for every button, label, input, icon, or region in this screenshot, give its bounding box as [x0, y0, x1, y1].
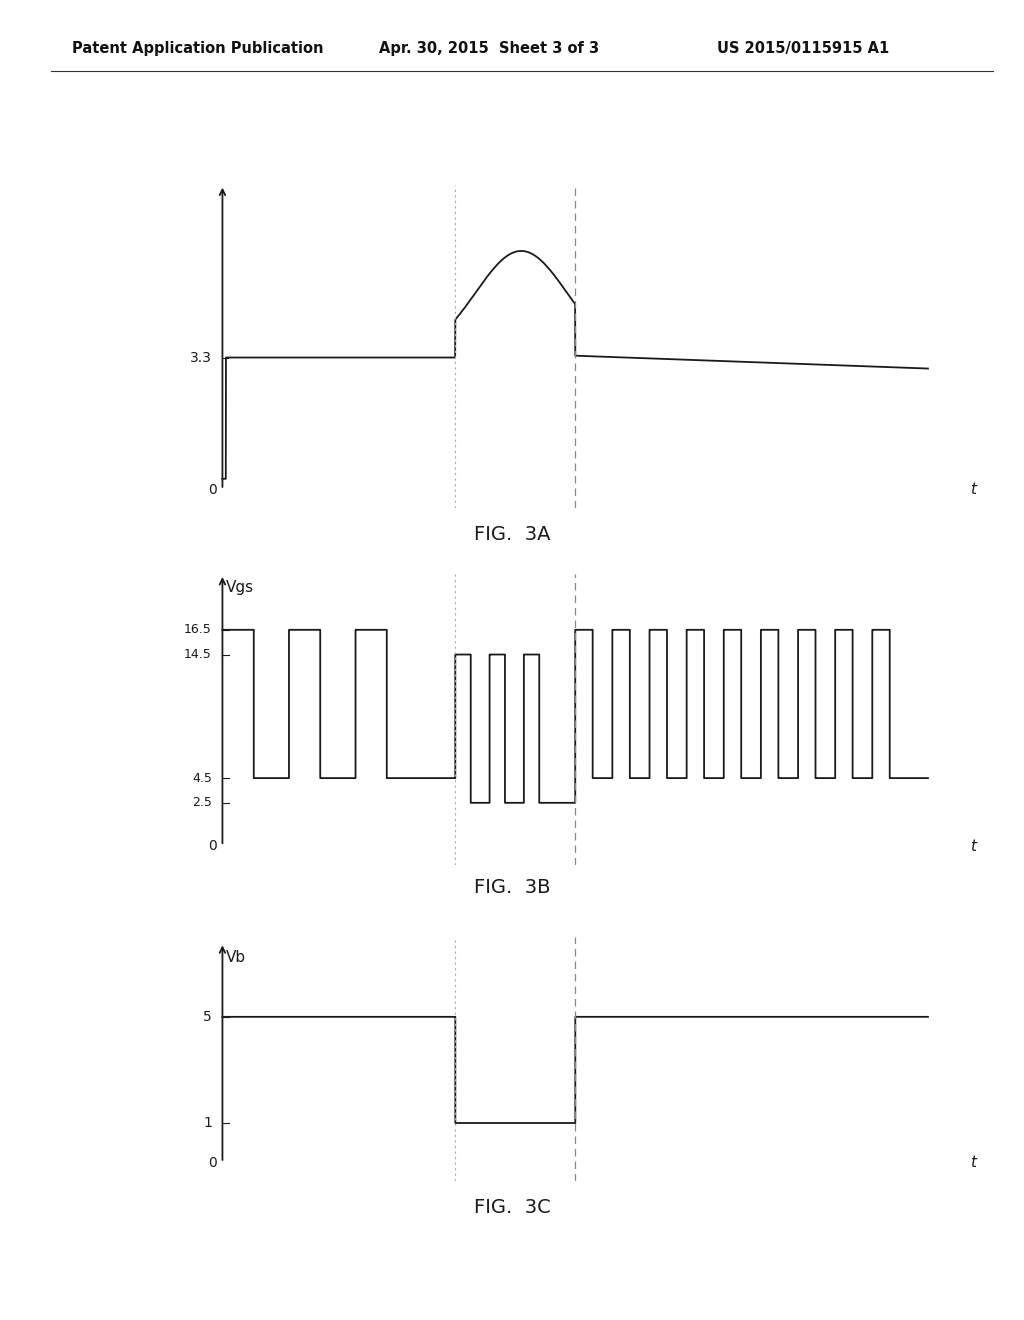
Text: Vgs: Vgs	[226, 581, 254, 595]
Text: 14.5: 14.5	[184, 648, 212, 661]
Text: 0: 0	[208, 840, 217, 853]
Text: Apr. 30, 2015  Sheet 3 of 3: Apr. 30, 2015 Sheet 3 of 3	[379, 41, 599, 55]
Text: 4.5: 4.5	[191, 772, 212, 784]
Text: 0: 0	[208, 483, 217, 496]
Text: 16.5: 16.5	[184, 623, 212, 636]
Text: Patent Application Publication: Patent Application Publication	[72, 41, 324, 55]
Text: t: t	[971, 482, 976, 498]
Text: US 2015/0115915 A1: US 2015/0115915 A1	[717, 41, 889, 55]
Text: 3.3: 3.3	[190, 351, 212, 364]
Text: t: t	[971, 1155, 976, 1171]
Text: t: t	[971, 838, 976, 854]
Text: Vb: Vb	[226, 950, 246, 965]
Text: 5: 5	[203, 1010, 212, 1024]
Text: 1: 1	[203, 1115, 212, 1130]
Text: FIG.  3B: FIG. 3B	[474, 878, 550, 896]
Text: FIG.  3C: FIG. 3C	[474, 1199, 550, 1217]
Text: FIG.  3A: FIG. 3A	[474, 525, 550, 544]
Text: 0: 0	[208, 1156, 217, 1170]
Text: 2.5: 2.5	[191, 796, 212, 809]
